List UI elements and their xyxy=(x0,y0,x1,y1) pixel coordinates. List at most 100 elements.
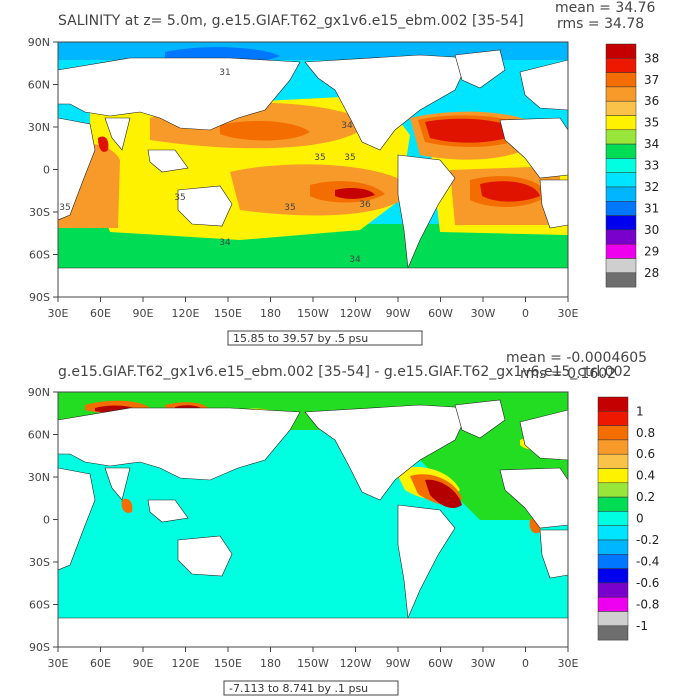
colorbar-label: -0.6 xyxy=(636,576,659,590)
colorbar-label: 34 xyxy=(644,137,659,151)
colorbar-swatch xyxy=(605,272,637,288)
x-tick-label: 0 xyxy=(522,307,529,320)
x-tick-label: 120W xyxy=(340,657,372,670)
contour-label: 35 xyxy=(59,203,70,213)
x-tick-label: 30E xyxy=(558,657,579,670)
contour-label: 34 xyxy=(219,238,231,248)
y-tick-label: 30N xyxy=(28,471,50,484)
contour-label: 35 xyxy=(174,193,185,203)
y-tick-label: 0 xyxy=(43,164,50,177)
y-tick-label: 90S xyxy=(29,291,50,304)
x-tick-label: 30E xyxy=(48,657,69,670)
colorbar-swatch xyxy=(597,568,629,584)
x-tick-label: 30E xyxy=(48,307,69,320)
y-tick-label: 30N xyxy=(28,121,50,134)
colorbar-swatch xyxy=(597,468,629,484)
colorbar-label: 0.8 xyxy=(636,426,655,440)
y-tick-label: 30S xyxy=(29,556,50,569)
colorbar-swatch xyxy=(597,511,629,526)
colorbar-swatch xyxy=(597,453,629,469)
colorbar-label: -1 xyxy=(636,619,648,633)
colorbar-swatch xyxy=(605,258,637,274)
colorbar-label: 31 xyxy=(644,201,659,215)
colorbar-label: 36 xyxy=(644,94,659,108)
colorbar-swatch xyxy=(605,58,637,73)
chart-title: g.e15.GIAF.T62_gx1v6.e15_ebm.002 [35-54]… xyxy=(58,364,631,380)
x-tick-label: 150W xyxy=(297,307,329,320)
x-tick-label: 60W xyxy=(428,657,453,670)
y-tick-label: 0 xyxy=(43,514,50,527)
colorbar-label: 33 xyxy=(644,159,659,173)
x-tick-label: 180 xyxy=(260,307,281,320)
colorbar-label: 37 xyxy=(644,73,659,87)
colorbar-label: 0 xyxy=(636,512,644,526)
colorbar: 1 0.8 0.6 0.4 0.2 0 -0.2 -0.4 -0.6 -0.8 -1 xyxy=(597,396,659,641)
colorbar-label: -0.2 xyxy=(636,533,659,547)
colorbar-swatch xyxy=(597,525,629,541)
x-tick-label: 120W xyxy=(340,307,372,320)
x-tick-label: 180 xyxy=(260,657,281,670)
chart-title: SALINITY at z= 5.0m, g.e15.GIAF.T62_gx1v… xyxy=(58,13,524,29)
colorbar-label: 30 xyxy=(644,223,659,237)
colorbar-swatch xyxy=(597,411,629,426)
colorbar-swatch xyxy=(597,625,629,641)
colorbar-label: 0.4 xyxy=(636,469,655,483)
colorbar-label: 0.6 xyxy=(636,447,655,461)
y-tick-label: 60N xyxy=(28,429,50,442)
contour-label: 31 xyxy=(219,68,230,78)
range-label: -7.113 to 8.741 by .1 psu xyxy=(229,682,368,695)
y-tick-label: 90N xyxy=(28,36,50,49)
contour-label: 34 xyxy=(349,255,361,265)
x-tick-label: 60E xyxy=(90,657,111,670)
colorbar-label: 28 xyxy=(644,266,659,280)
colorbar-swatch xyxy=(597,596,629,612)
colorbar-label: 35 xyxy=(644,116,659,130)
colorbar-swatch xyxy=(597,611,629,627)
contour-label: 34 xyxy=(341,121,353,131)
y-tick-label: 90N xyxy=(28,386,50,399)
stat-mean: mean = -0.0004605 xyxy=(506,350,647,366)
contour-label: 35 xyxy=(314,153,325,163)
x-tick-label: 90E xyxy=(133,307,154,320)
colorbar-swatch xyxy=(605,143,637,159)
x-tick-label: 120E xyxy=(172,657,200,670)
colorbar-swatch xyxy=(605,72,637,88)
y-tick-label: 60S xyxy=(29,249,50,262)
x-tick-label: 90W xyxy=(386,657,411,670)
x-tick-label: 60E xyxy=(90,307,111,320)
colorbar-swatch xyxy=(597,439,629,455)
colorbar-label: -0.8 xyxy=(636,597,659,611)
colorbar-label: 1 xyxy=(636,404,644,418)
stat-mean: mean = 34.76 xyxy=(555,0,656,16)
colorbar-swatch xyxy=(597,582,629,598)
panel-difference: g.e15.GIAF.T62_gx1v6.e15_ebm.002 [35-54]… xyxy=(28,350,659,696)
colorbar-swatch xyxy=(605,201,637,216)
colorbar-swatch xyxy=(597,396,629,412)
colorbar-swatch xyxy=(605,172,637,188)
colorbar-swatch xyxy=(597,539,629,555)
colorbar-swatch xyxy=(605,86,637,102)
colorbar-swatch xyxy=(605,243,637,259)
colorbar-label: 38 xyxy=(644,51,659,65)
colorbar-swatch xyxy=(597,554,629,569)
x-tick-label: 150E xyxy=(214,307,242,320)
x-tick-label: 0 xyxy=(522,657,529,670)
y-tick-label: 60N xyxy=(28,79,50,92)
range-box: -7.113 to 8.741 by .1 psu xyxy=(223,680,399,696)
x-tick-label: 150E xyxy=(214,657,242,670)
colorbar-swatch xyxy=(605,129,637,145)
contour-label: 36 xyxy=(359,200,371,210)
colorbar-swatch xyxy=(605,229,637,245)
colorbar-swatch xyxy=(605,215,637,231)
colorbar-label: 29 xyxy=(644,244,659,258)
colorbar-swatch xyxy=(597,425,629,441)
stat-rms: rms = 34.78 xyxy=(557,16,644,32)
contour-label: 35 xyxy=(284,203,295,213)
y-axis: 90N 60N 30N 0 30S 60S 90S xyxy=(28,36,58,304)
colorbar-swatch xyxy=(605,100,637,116)
colorbar-swatch xyxy=(597,482,629,498)
salinity-field xyxy=(58,42,568,297)
y-tick-label: 60S xyxy=(29,599,50,612)
x-tick-label: 90W xyxy=(386,307,411,320)
